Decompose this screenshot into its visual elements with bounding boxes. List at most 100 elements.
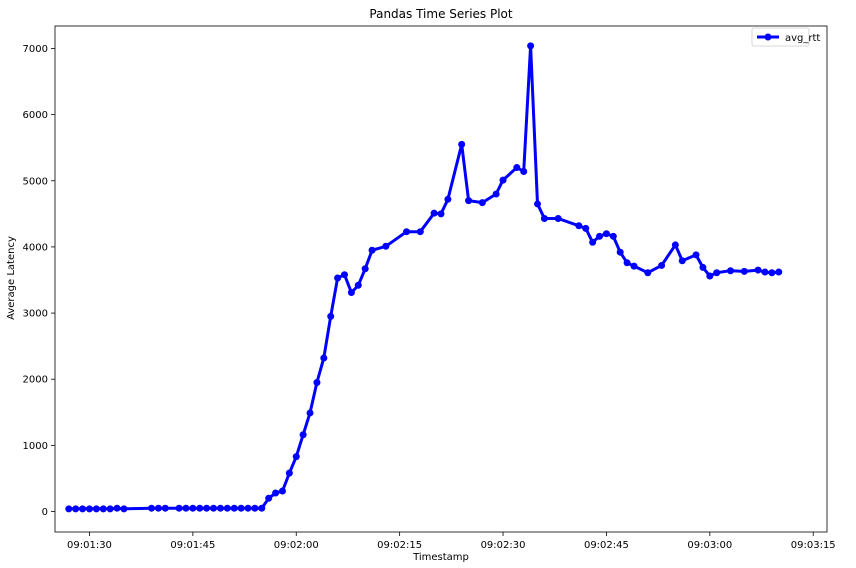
data-point bbox=[258, 504, 266, 512]
data-point bbox=[382, 242, 390, 250]
data-point bbox=[65, 505, 73, 513]
y-tick-label: 3000 bbox=[23, 309, 48, 320]
data-point bbox=[327, 312, 335, 320]
y-tick-label: 1000 bbox=[23, 441, 48, 452]
data-point bbox=[727, 267, 734, 275]
x-tick-label: 09:02:15 bbox=[377, 540, 422, 551]
y-tick-label: 5000 bbox=[23, 176, 48, 187]
data-point bbox=[513, 164, 521, 172]
x-tick-label: 09:03:15 bbox=[791, 540, 836, 551]
legend-marker bbox=[764, 33, 772, 41]
data-point bbox=[713, 269, 721, 277]
data-point bbox=[334, 274, 342, 282]
legend: avg_rtt bbox=[751, 27, 820, 47]
data-point bbox=[79, 505, 87, 513]
x-tick-label: 09:01:45 bbox=[170, 540, 215, 551]
data-point bbox=[278, 487, 286, 495]
data-point bbox=[761, 268, 769, 276]
data-point bbox=[85, 505, 93, 513]
x-tick-label: 09:02:00 bbox=[274, 540, 319, 551]
data-point bbox=[630, 262, 638, 270]
data-point bbox=[182, 504, 190, 512]
data-point bbox=[554, 214, 562, 222]
data-point bbox=[92, 505, 100, 513]
plot-area: 0 1000 2000 3000 4000 5000 6000 7000 09:01:30 09:… bbox=[23, 25, 836, 551]
data-point bbox=[671, 241, 679, 249]
data-point bbox=[678, 257, 686, 265]
data-point bbox=[320, 354, 328, 362]
data-point bbox=[237, 504, 245, 512]
chart-title: Pandas Time Series Plot bbox=[369, 7, 513, 21]
x-tick-label: 09:02:45 bbox=[584, 540, 629, 551]
data-point bbox=[196, 504, 204, 512]
data-point bbox=[699, 263, 707, 271]
data-point bbox=[644, 269, 652, 277]
y-tick-label: 4000 bbox=[23, 242, 48, 253]
data-point bbox=[740, 267, 748, 275]
data-point bbox=[465, 197, 473, 205]
data-point bbox=[189, 504, 197, 512]
data-point bbox=[230, 504, 238, 512]
data-point bbox=[272, 489, 280, 497]
data-point bbox=[534, 200, 541, 208]
data-point bbox=[499, 176, 507, 184]
data-point bbox=[99, 505, 107, 513]
data-point bbox=[589, 238, 597, 246]
data-point bbox=[244, 504, 252, 512]
y-tick-label: 0 bbox=[42, 507, 48, 518]
data-point bbox=[540, 214, 548, 222]
data-point bbox=[658, 261, 666, 269]
legend-box bbox=[751, 27, 810, 47]
data-point bbox=[265, 494, 273, 502]
data-point bbox=[216, 504, 224, 512]
series-line-avg_rtt bbox=[68, 44, 779, 511]
data-point bbox=[478, 199, 486, 207]
data-point bbox=[347, 289, 355, 297]
data-point bbox=[120, 505, 128, 513]
data-point bbox=[106, 505, 114, 513]
data-point bbox=[341, 271, 348, 279]
data-point bbox=[706, 272, 714, 280]
y-tick-label: 7000 bbox=[23, 44, 48, 55]
data-point bbox=[154, 504, 162, 512]
data-point bbox=[148, 504, 155, 512]
y-axis-title: Average Latency bbox=[6, 236, 17, 320]
data-point bbox=[306, 409, 314, 417]
x-tick-label: 09:03:00 bbox=[687, 540, 732, 551]
axes-frame bbox=[54, 25, 828, 533]
data-point bbox=[575, 222, 583, 230]
data-point bbox=[692, 251, 700, 259]
data-point bbox=[299, 431, 307, 439]
data-point bbox=[527, 42, 535, 50]
legend-label: avg_rtt bbox=[785, 33, 820, 44]
data-point bbox=[768, 269, 776, 277]
data-point bbox=[175, 504, 183, 512]
data-point bbox=[210, 504, 218, 512]
y-tick-label: 2000 bbox=[23, 375, 48, 386]
data-point bbox=[416, 228, 424, 236]
data-point bbox=[403, 228, 411, 236]
data-point bbox=[458, 140, 466, 148]
data-point bbox=[616, 248, 624, 256]
data-point bbox=[520, 168, 528, 176]
x-tick-label: 09:02:30 bbox=[481, 540, 526, 551]
x-axis-title: Timestamp bbox=[412, 552, 469, 563]
data-point bbox=[492, 190, 500, 198]
y-tick-label: 6000 bbox=[23, 110, 48, 121]
data-point bbox=[754, 266, 762, 274]
data-point bbox=[609, 232, 617, 240]
data-point bbox=[596, 232, 604, 240]
data-point bbox=[113, 504, 121, 512]
data-point bbox=[444, 195, 452, 203]
data-point bbox=[72, 505, 80, 513]
data-point bbox=[368, 246, 376, 254]
data-point bbox=[430, 209, 438, 217]
data-point bbox=[161, 504, 169, 512]
data-point bbox=[251, 504, 259, 512]
data-point bbox=[361, 265, 369, 273]
x-tick-label: 09:01:30 bbox=[67, 540, 112, 551]
data-point bbox=[437, 210, 445, 218]
data-point bbox=[354, 281, 362, 289]
data-point bbox=[292, 453, 300, 461]
